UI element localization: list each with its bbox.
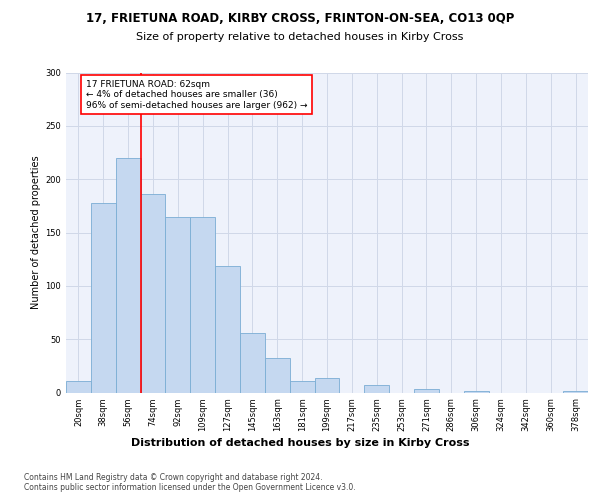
Text: Size of property relative to detached houses in Kirby Cross: Size of property relative to detached ho… bbox=[136, 32, 464, 42]
Bar bbox=[290, 381, 314, 392]
Bar bbox=[240, 333, 265, 392]
Text: 17 FRIETUNA ROAD: 62sqm
← 4% of detached houses are smaller (36)
96% of semi-det: 17 FRIETUNA ROAD: 62sqm ← 4% of detached… bbox=[86, 80, 307, 110]
Bar bbox=[215, 266, 240, 392]
Bar bbox=[265, 358, 290, 392]
Text: 17, FRIETUNA ROAD, KIRBY CROSS, FRINTON-ON-SEA, CO13 0QP: 17, FRIETUNA ROAD, KIRBY CROSS, FRINTON-… bbox=[86, 12, 514, 26]
Bar bbox=[414, 390, 439, 392]
Bar bbox=[116, 158, 140, 392]
Text: Contains HM Land Registry data © Crown copyright and database right 2024.
Contai: Contains HM Land Registry data © Crown c… bbox=[24, 472, 356, 492]
Bar bbox=[140, 194, 166, 392]
Text: Distribution of detached houses by size in Kirby Cross: Distribution of detached houses by size … bbox=[131, 438, 469, 448]
Bar bbox=[66, 381, 91, 392]
Bar bbox=[91, 202, 116, 392]
Y-axis label: Number of detached properties: Number of detached properties bbox=[31, 156, 41, 310]
Bar bbox=[364, 385, 389, 392]
Bar bbox=[314, 378, 340, 392]
Bar bbox=[190, 216, 215, 392]
Bar bbox=[166, 216, 190, 392]
